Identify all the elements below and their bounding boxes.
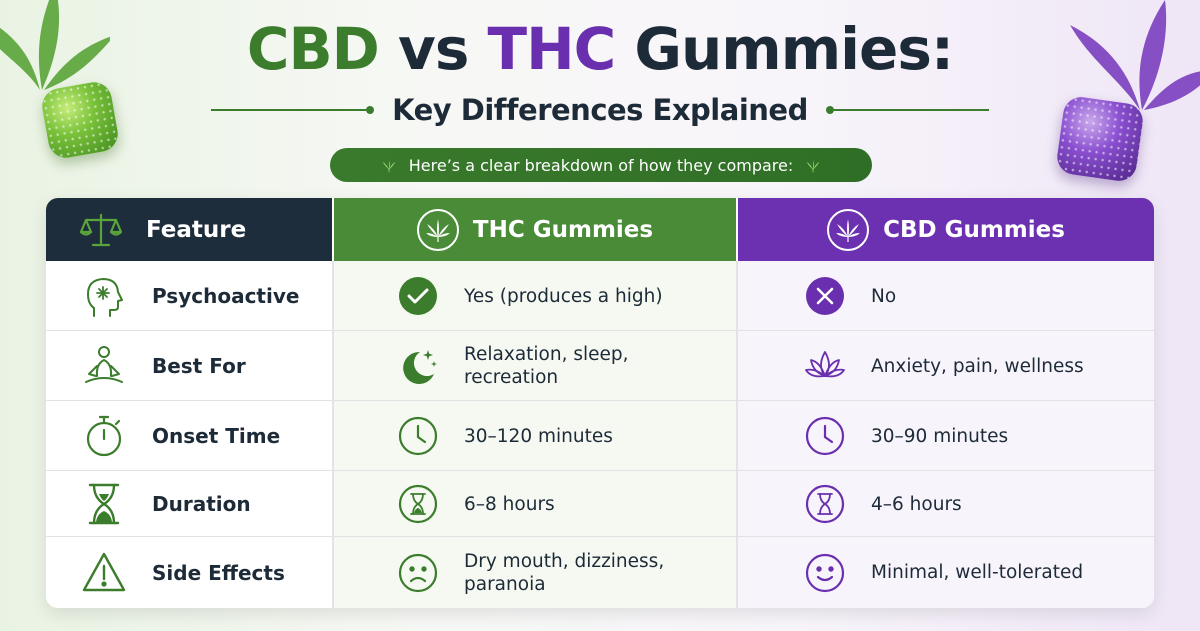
- lotus-icon: [805, 351, 845, 378]
- head-brain-icon: [87, 278, 123, 317]
- feature-label: Duration: [152, 492, 251, 516]
- x-circle-icon: [806, 277, 844, 315]
- leaf-icon: [806, 160, 820, 173]
- thc-cell: Relaxation, sleep, recreation: [334, 331, 736, 401]
- header-feature: Feature: [46, 198, 332, 261]
- cannabis-leaf-icon: [416, 208, 459, 251]
- table-row-onset-time: Onset Time 30–120 minutes 30–90 minutes: [46, 401, 1154, 471]
- title-cbd: CBD: [246, 15, 380, 83]
- header-feature-label: Feature: [146, 216, 247, 243]
- clock-icon: [398, 416, 438, 456]
- table-row-duration: Duration 6–8 hours 4–6 hours: [46, 471, 1154, 537]
- thc-cell: Dry mouth, dizziness, paranoia: [334, 537, 736, 608]
- header-cbd-label: CBD Gummies: [883, 216, 1065, 243]
- stopwatch-icon: [86, 415, 122, 457]
- feature-cell: Side Effects: [46, 537, 332, 608]
- cannabis-leaf-icon: [827, 208, 870, 251]
- warning-icon: [82, 552, 126, 591]
- clock-icon: [805, 416, 845, 456]
- cbd-value: No: [871, 285, 897, 307]
- page-subtitle: Key Differences Explained: [392, 93, 808, 127]
- cbd-value: 30–90 minutes: [871, 425, 1009, 447]
- title-thc: THC: [487, 15, 617, 83]
- title-gummies: Gummies:: [615, 15, 954, 83]
- header-thc: THC Gummies: [334, 198, 736, 261]
- feature-cell: Onset Time: [46, 401, 332, 471]
- cannabis-leaf-decoration-right: [1070, 0, 1200, 110]
- subtitle-row: Key Differences Explained: [0, 88, 1200, 132]
- smile-face-icon: [805, 553, 845, 592]
- feature-label: Psychoactive: [152, 284, 300, 308]
- thc-value: Relaxation, sleep, recreation: [464, 344, 629, 388]
- hourglass-circle-icon: [805, 484, 845, 524]
- feature-cell: Psychoactive: [46, 261, 332, 331]
- cannabis-leaf-decoration-left: [0, 0, 110, 90]
- scale-icon: [80, 213, 122, 246]
- page-title: CBD vs THC Gummies:: [0, 8, 1200, 90]
- title-vs: vs: [378, 15, 488, 83]
- feature-cell: Duration: [46, 471, 332, 537]
- moon-stars-icon: [403, 350, 437, 384]
- sad-face-icon: [398, 553, 438, 592]
- thc-cell: 30–120 minutes: [334, 401, 736, 471]
- table-row-psychoactive: Psychoactive Yes (produces a high) No: [46, 261, 1154, 331]
- cbd-cell: No: [738, 261, 1154, 331]
- feature-label: Best For: [152, 354, 246, 378]
- header-thc-label: THC Gummies: [472, 216, 654, 243]
- cbd-cell: Minimal, well-tolerated: [738, 537, 1154, 608]
- subtitle-rule-right: [825, 106, 989, 114]
- feature-cell: Best For: [46, 331, 332, 401]
- cbd-value: 4–6 hours: [871, 493, 962, 515]
- comparison-table: Feature THC Gummies CBD Gummies Psychoac…: [46, 198, 1154, 608]
- thc-cell: Yes (produces a high): [334, 261, 736, 331]
- feature-column-bg: [46, 261, 332, 608]
- table-row-side-effects: Side Effects Dry mouth, dizziness, paran…: [46, 537, 1154, 608]
- meditation-icon: [85, 346, 123, 383]
- hourglass-circle-icon: [398, 484, 438, 524]
- table-row-best-for: Best For Relaxation, sleep, recreation A…: [46, 331, 1154, 401]
- intro-banner: Here’s a clear breakdown of how they com…: [330, 148, 872, 182]
- thc-value: Yes (produces a high): [464, 285, 663, 307]
- thc-value: 6–8 hours: [464, 493, 555, 515]
- leaf-icon: [382, 160, 396, 173]
- feature-label: Side Effects: [152, 560, 285, 585]
- thc-value: 30–120 minutes: [464, 425, 613, 447]
- subtitle-rule-left: [211, 106, 375, 114]
- feature-label: Onset Time: [152, 424, 281, 448]
- cbd-value: Anxiety, pain, wellness: [871, 355, 1084, 377]
- check-circle-icon: [399, 277, 437, 315]
- cbd-cell: 30–90 minutes: [738, 401, 1154, 471]
- thc-cell: 6–8 hours: [334, 471, 736, 537]
- cbd-value: Minimal, well-tolerated: [871, 562, 1084, 583]
- cbd-cell: 4–6 hours: [738, 471, 1154, 537]
- intro-text: Here’s a clear breakdown of how they com…: [408, 155, 794, 175]
- thc-value: Dry mouth, dizziness, paranoia: [464, 550, 665, 595]
- header-cbd: CBD Gummies: [738, 198, 1154, 261]
- hourglass-icon: [88, 483, 120, 525]
- cbd-cell: Anxiety, pain, wellness: [738, 331, 1154, 401]
